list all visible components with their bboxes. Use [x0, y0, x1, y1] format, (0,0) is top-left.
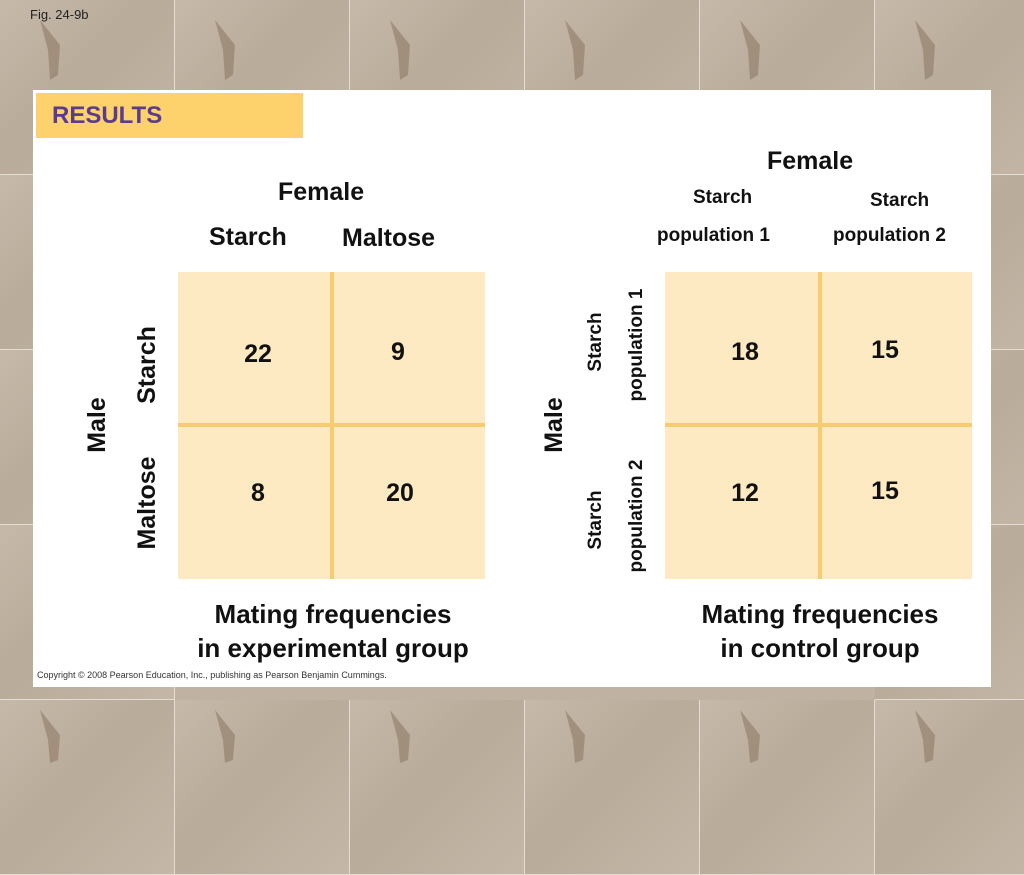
control-row2-line1: Starch [585, 490, 606, 550]
control-cell-pop1-pop2: 15 [871, 336, 899, 364]
experimental-cell-maltose-starch: 8 [251, 479, 265, 507]
control-col2-line1: Starch [870, 190, 930, 211]
experimental-cell-starch-starch: 22 [244, 340, 272, 368]
fossil-fish-icon [40, 710, 60, 763]
background-tile [700, 700, 875, 875]
experimental-cell-starch-maltose: 9 [391, 338, 405, 366]
control-male-label: Male [540, 397, 568, 453]
fossil-fish-icon [740, 20, 760, 80]
fossil-fish-icon [915, 20, 935, 80]
control-col1-line2: population 1 [657, 225, 770, 246]
grid-divider [665, 423, 972, 427]
background-tile [525, 700, 700, 875]
experimental-caption-line1: Mating frequencies [214, 599, 452, 629]
experimental-row-label-maltose: Maltose [133, 456, 161, 550]
fossil-fish-icon [40, 20, 60, 80]
experimental-row-label-starch: Starch [133, 326, 161, 404]
fossil-fish-icon [915, 710, 935, 763]
fossil-fish-icon [215, 710, 235, 763]
grid-divider [178, 423, 485, 427]
experimental-grid: 22 9 8 20 [178, 272, 485, 579]
results-heading: RESULTS [52, 102, 163, 129]
background-tile [0, 700, 175, 875]
experimental-male-label: Male [83, 397, 111, 453]
fossil-fish-icon [565, 710, 585, 763]
fossil-fish-icon [215, 20, 235, 80]
background-tile [175, 700, 350, 875]
fossil-fish-icon [565, 20, 585, 80]
control-grid: 18 15 12 15 [665, 272, 972, 579]
control-female-label: Female [767, 147, 854, 175]
experimental-female-label: Female [278, 178, 365, 206]
fossil-fish-icon [740, 710, 760, 763]
control-cell-pop2-pop1: 12 [731, 479, 759, 507]
control-row1-line2: population 1 [626, 288, 647, 402]
fossil-fish-icon [390, 20, 410, 80]
experimental-col-label-maltose: Maltose [342, 224, 436, 252]
experimental-col-label-starch: Starch [209, 223, 287, 251]
results-tab: RESULTS [36, 93, 303, 138]
control-caption-line2: in control group [720, 633, 920, 663]
fossil-fish-icon [390, 710, 410, 763]
experimental-caption: Mating frequencies in experimental group [153, 597, 513, 665]
copyright-notice: Copyright © 2008 Pearson Education, Inc.… [37, 670, 387, 680]
control-col2-line2: population 2 [833, 225, 946, 246]
control-cell-pop1-pop1: 18 [731, 338, 759, 366]
control-caption-line1: Mating frequencies [701, 599, 939, 629]
figure-label: Fig. 24-9b [30, 7, 89, 22]
results-panel: RESULTS Female Starch Maltose Male Starc… [33, 90, 991, 687]
experimental-cell-maltose-maltose: 20 [386, 479, 414, 507]
control-col1-line1: Starch [693, 187, 753, 208]
experimental-caption-line2: in experimental group [197, 633, 469, 663]
control-cell-pop2-pop2: 15 [871, 477, 899, 505]
control-row1-line1: Starch [585, 312, 606, 372]
background-tile [350, 700, 525, 875]
control-row2-line2: population 2 [626, 459, 647, 573]
control-caption: Mating frequencies in control group [640, 597, 1000, 665]
